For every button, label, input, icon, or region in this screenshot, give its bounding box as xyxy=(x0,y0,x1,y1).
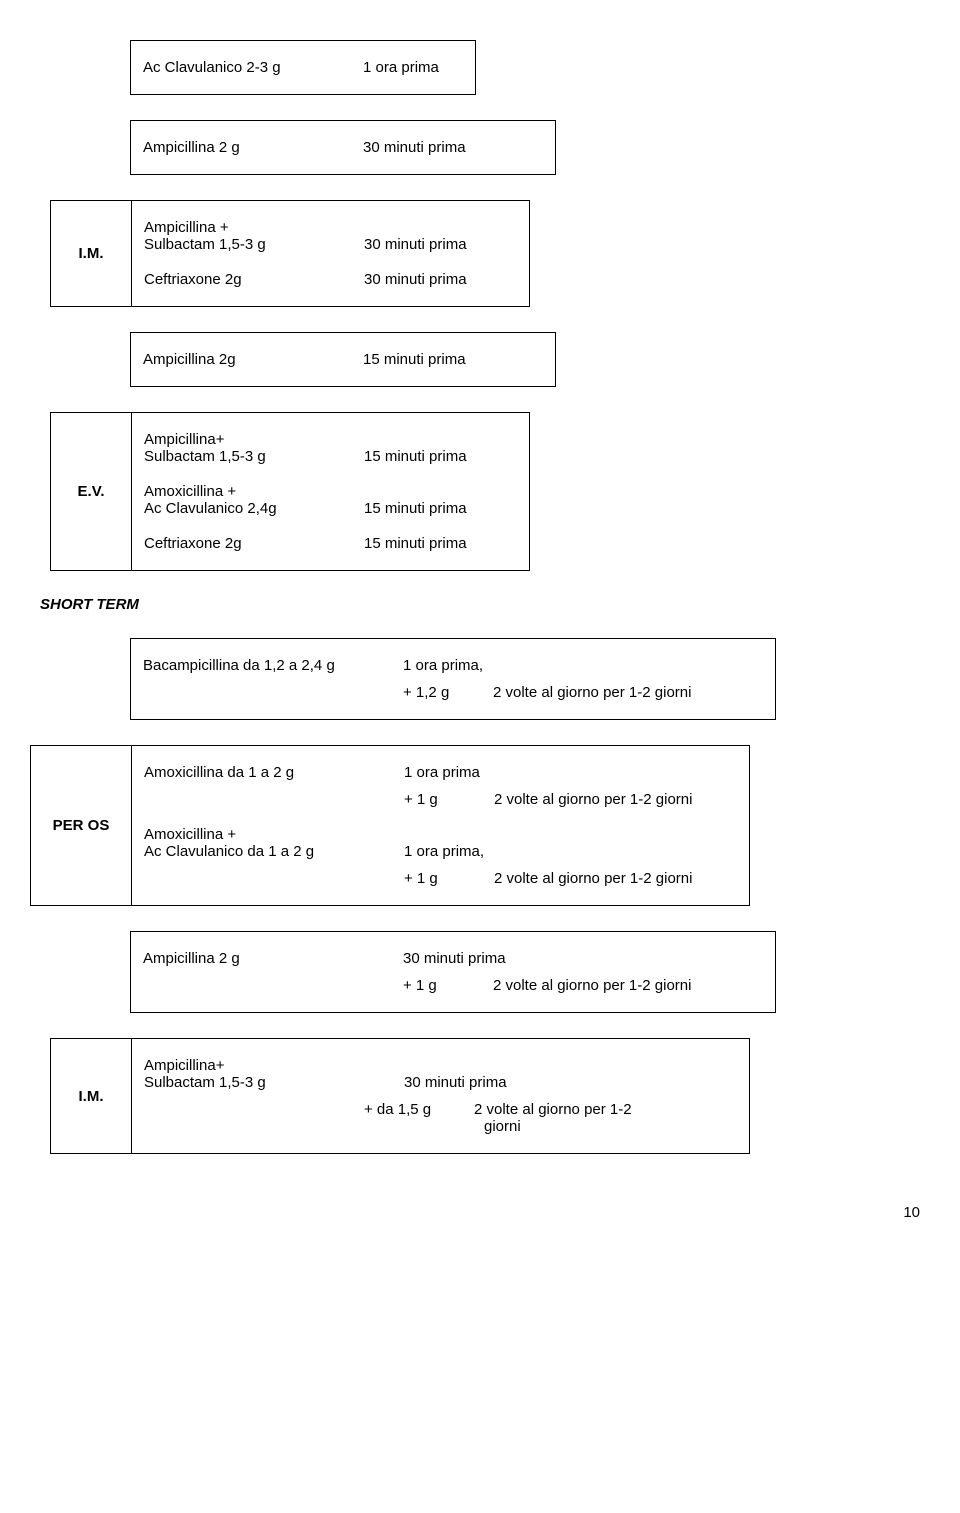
cell: 1 ora prima, xyxy=(404,843,737,860)
cell: Amoxicillina + Ac Clavulanico 2,4g xyxy=(144,483,364,517)
cell: 15 minuti prima xyxy=(363,351,543,368)
cell: 2 volte al giorno per 1-2 giorni xyxy=(494,870,692,887)
row: Ampicillina 2g 15 minuti prima xyxy=(143,351,543,368)
line: Ac Clavulanico 2,4g xyxy=(144,500,364,517)
block-im-1: I.M. Ampicillina + Sulbactam 1,5-3 g 30 … xyxy=(50,200,530,307)
box-peros-content: Amoxicillina da 1 a 2 g 1 ora prima + 1 … xyxy=(131,745,750,906)
box-im2-content: Ampicillina+ Sulbactam 1,5-3 g 30 minuti… xyxy=(131,1038,750,1154)
cell: Ac Clavulanico 2-3 g xyxy=(143,59,363,76)
box-amp2g-ev: Ampicillina 2g 15 minuti prima xyxy=(130,332,556,387)
subrow: + da 1,5 g 2 volte al giorno per 1-2 gio… xyxy=(364,1101,737,1135)
section-short-term: SHORT TERM xyxy=(40,596,900,613)
row: Ceftriaxone 2g 30 minuti prima xyxy=(144,271,517,288)
label-im2: I.M. xyxy=(50,1038,132,1154)
row: Ampicillina 2 g 30 minuti prima xyxy=(143,139,543,156)
cell: + da 1,5 g xyxy=(364,1101,474,1135)
box-im-content: Ampicillina + Sulbactam 1,5-3 g 30 minut… xyxy=(131,200,530,307)
cell: + 1 g xyxy=(404,870,494,887)
row: Amoxicillina + Ac Clavulanico da 1 a 2 g… xyxy=(144,826,737,860)
cell: 30 minuti prima xyxy=(404,1074,737,1091)
cell: 2 volte al giorno per 1-2 giorni xyxy=(474,1101,632,1135)
line: Ac Clavulanico da 1 a 2 g xyxy=(144,843,404,860)
cell: Amoxicillina + Ac Clavulanico da 1 a 2 g xyxy=(144,826,404,860)
line: Ampicillina+ xyxy=(144,1057,404,1074)
row: Ceftriaxone 2g 15 minuti prima xyxy=(144,535,517,552)
label-ev: E.V. xyxy=(50,412,132,571)
cell: 30 minuti prima xyxy=(364,271,517,288)
line: Amoxicillina + xyxy=(144,826,404,843)
row: Ampicillina+ Sulbactam 1,5-3 g 30 minuti… xyxy=(144,1057,737,1091)
cell: 30 minuti prima xyxy=(403,950,763,967)
cell: 15 minuti prima xyxy=(364,535,517,552)
box-ev-content: Ampicillina+ Sulbactam 1,5-3 g 15 minuti… xyxy=(131,412,530,571)
cell: 30 minuti prima xyxy=(364,236,517,253)
cell: + 1 g xyxy=(403,977,493,994)
line: Ampicillina + xyxy=(144,219,364,236)
label-im: I.M. xyxy=(50,200,132,307)
line: Sulbactam 1,5-3 g xyxy=(144,1074,404,1091)
row: Ampicillina 2 g 30 minuti prima xyxy=(143,950,763,967)
cell: Amoxicillina da 1 a 2 g xyxy=(144,764,404,781)
box-amp2g-im2: Ampicillina 2 g 30 minuti prima + 1 g 2 … xyxy=(130,931,776,1013)
cell: 1 ora prima xyxy=(404,764,737,781)
cell: 1 ora prima xyxy=(363,59,463,76)
cell: Ampicillina+ Sulbactam 1,5-3 g xyxy=(144,1057,404,1091)
line: giorni xyxy=(484,1118,521,1135)
line: Ampicillina+ xyxy=(144,431,364,448)
cell: Ampicillina 2g xyxy=(143,351,363,368)
cell: Ampicillina 2 g xyxy=(143,950,403,967)
line: Amoxicillina + xyxy=(144,483,364,500)
row: Bacampicillina da 1,2 a 2,4 g 1 ora prim… xyxy=(143,657,763,674)
line: 2 volte al giorno per 1-2 xyxy=(474,1101,632,1118)
cell: 2 volte al giorno per 1-2 giorni xyxy=(494,791,692,808)
subrow: + 1 g 2 volte al giorno per 1-2 giorni xyxy=(404,870,737,887)
block-peros: PER OS Amoxicillina da 1 a 2 g 1 ora pri… xyxy=(30,745,750,906)
subrow: + 1,2 g 2 volte al giorno per 1-2 giorni xyxy=(403,684,763,701)
block-ev: E.V. Ampicillina+ Sulbactam 1,5-3 g 15 m… xyxy=(50,412,530,571)
row: Ac Clavulanico 2-3 g 1 ora prima xyxy=(143,59,463,76)
cell: Bacampicillina da 1,2 a 2,4 g xyxy=(143,657,403,674)
row: Ampicillina+ Sulbactam 1,5-3 g 15 minuti… xyxy=(144,431,517,465)
page-number: 10 xyxy=(100,1204,920,1221)
block-im-2: I.M. Ampicillina+ Sulbactam 1,5-3 g 30 m… xyxy=(50,1038,750,1154)
cell: + 1,2 g xyxy=(403,684,493,701)
cell: 15 minuti prima xyxy=(364,448,517,465)
box-amp2g: Ampicillina 2 g 30 minuti prima xyxy=(130,120,556,175)
label-peros: PER OS xyxy=(30,745,132,906)
line: Sulbactam 1,5-3 g xyxy=(144,236,364,253)
box-bacamp: Bacampicillina da 1,2 a 2,4 g 1 ora prim… xyxy=(130,638,776,720)
cell: Ampicillina 2 g xyxy=(143,139,363,156)
cell: Ampicillina+ Sulbactam 1,5-3 g xyxy=(144,431,364,465)
cell: + 1 g xyxy=(404,791,494,808)
subrow: + 1 g 2 volte al giorno per 1-2 giorni xyxy=(403,977,763,994)
subrow: + 1 g 2 volte al giorno per 1-2 giorni xyxy=(404,791,737,808)
cell: 2 volte al giorno per 1-2 giorni xyxy=(493,977,691,994)
cell: 30 minuti prima xyxy=(363,139,543,156)
line: Sulbactam 1,5-3 g xyxy=(144,448,364,465)
cell: 15 minuti prima xyxy=(364,500,517,517)
row: Amoxicillina da 1 a 2 g 1 ora prima xyxy=(144,764,737,781)
cell: Ceftriaxone 2g xyxy=(144,271,364,288)
cell: 1 ora prima, xyxy=(403,657,763,674)
row: Ampicillina + Sulbactam 1,5-3 g 30 minut… xyxy=(144,219,517,253)
box-acclav: Ac Clavulanico 2-3 g 1 ora prima xyxy=(130,40,476,95)
cell: 2 volte al giorno per 1-2 giorni xyxy=(493,684,691,701)
cell: Ceftriaxone 2g xyxy=(144,535,364,552)
cell: Ampicillina + Sulbactam 1,5-3 g xyxy=(144,219,364,253)
row: Amoxicillina + Ac Clavulanico 2,4g 15 mi… xyxy=(144,483,517,517)
